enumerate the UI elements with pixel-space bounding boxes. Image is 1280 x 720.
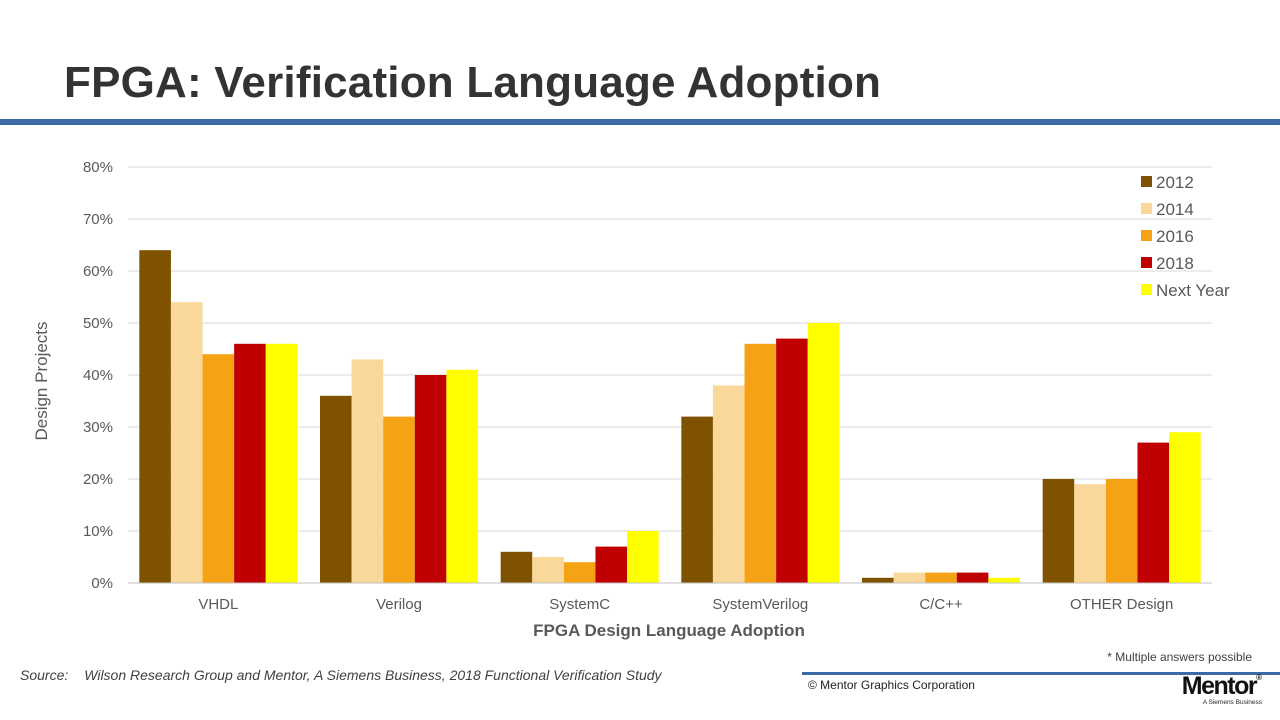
bar (1137, 442, 1170, 583)
bar (893, 572, 926, 583)
y-tick-label: 80% (83, 159, 113, 176)
legend-swatch (1141, 176, 1152, 187)
y-tick-labels: 0% 10% 20% 30% 40% 50% 60% 70% 80% (83, 159, 113, 592)
bar (532, 557, 564, 583)
title-rule (0, 119, 1280, 125)
legend-label: 2012 (1156, 173, 1194, 192)
x-tick-label: C/C++ (919, 596, 963, 613)
bar (925, 572, 957, 583)
bar (862, 577, 894, 583)
bar (500, 551, 533, 583)
bar (563, 562, 596, 583)
bar (414, 375, 447, 583)
bar (681, 416, 713, 583)
y-tick-label: 70% (83, 211, 113, 228)
y-tick-label: 50% (83, 315, 113, 332)
bar (139, 250, 171, 583)
legend-swatch (1141, 203, 1152, 214)
copyright-text: © Mentor Graphics Corporation (808, 678, 975, 692)
bar (234, 343, 266, 583)
legend-label: 2016 (1156, 227, 1194, 246)
x-tick-labels: VHDL Verilog SystemC SystemVerilog C/C++ OTHE… (198, 596, 1173, 613)
slide-title: FPGA: Verification Language Adoption (64, 58, 882, 107)
y-tick-label: 0% (91, 575, 113, 592)
logo-word: Mentor (1181, 672, 1258, 700)
bars (128, 250, 1212, 584)
bar (383, 416, 415, 583)
y-tick-label: 10% (83, 523, 113, 540)
logo-tagline: A Siemens Business (1202, 699, 1262, 706)
bar (320, 395, 352, 583)
y-tick-label: 60% (83, 263, 113, 280)
legend-label: 2014 (1156, 200, 1194, 219)
bar (265, 343, 298, 583)
x-axis-label: FPGA Design Language Adoption (533, 621, 805, 640)
x-tick-label: SystemVerilog (712, 596, 808, 613)
legend-swatch (1141, 257, 1152, 268)
bar (1169, 432, 1201, 583)
bar (712, 385, 745, 583)
y-tick-label: 40% (83, 367, 113, 384)
bar (1105, 479, 1138, 583)
bar (202, 354, 235, 583)
bar (807, 323, 840, 583)
logo-registered-mark: ® (1256, 673, 1262, 682)
legend-swatch (1141, 284, 1152, 295)
source-citation: Source: Wilson Research Group and Mentor… (20, 667, 662, 683)
footnote: * Multiple answers possible (1107, 650, 1252, 664)
x-tick-label: OTHER Design (1070, 596, 1173, 613)
bar (595, 546, 628, 583)
bar (1074, 484, 1106, 583)
x-tick-label: SystemC (549, 596, 610, 613)
bar (351, 359, 384, 583)
mentor-logo: Mentor® A Siemens Business (1182, 674, 1262, 707)
legend: 2012 2014 2016 2018 Next Year (1141, 173, 1230, 300)
bar (956, 572, 989, 583)
source-text: Wilson Research Group and Mentor, A Siem… (84, 667, 662, 683)
bar (1042, 479, 1075, 583)
footer-rule (802, 672, 1280, 675)
y-tick-label: 30% (83, 419, 113, 436)
legend-label: 2018 (1156, 254, 1194, 273)
x-tick-label: VHDL (198, 596, 238, 613)
legend-label: Next Year (1156, 281, 1230, 300)
logo-wordmark: Mentor® (1182, 674, 1262, 699)
x-tick-label: Verilog (376, 596, 422, 613)
y-axis-label: Design Projects (32, 321, 51, 440)
bar (744, 343, 777, 583)
y-tick-label: 20% (83, 471, 113, 488)
bar (988, 577, 1020, 583)
bar (776, 338, 808, 583)
legend-swatch (1141, 230, 1152, 241)
bar (170, 302, 203, 583)
bar (446, 369, 478, 583)
bar (627, 531, 659, 583)
source-label: Source: (20, 667, 69, 683)
